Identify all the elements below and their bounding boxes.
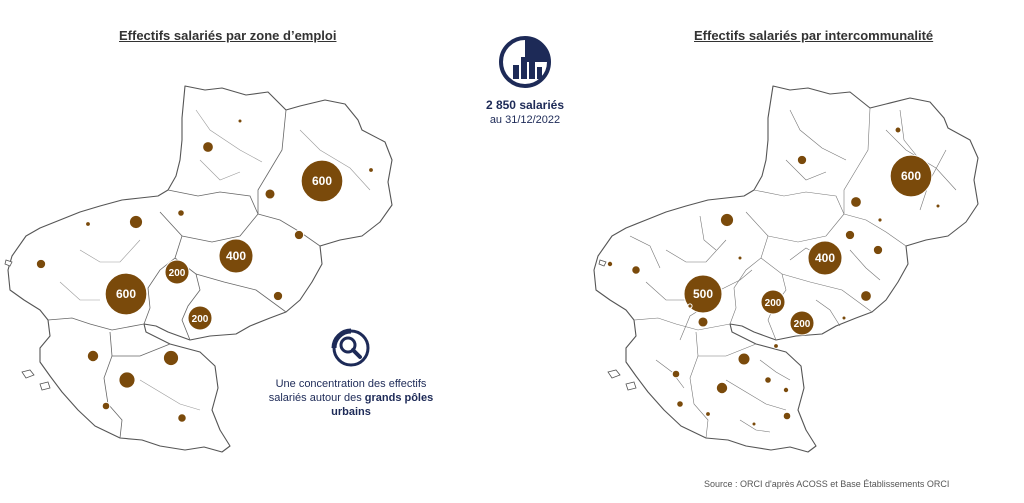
bubble (86, 349, 100, 363)
bubble (737, 352, 751, 366)
bubble (202, 141, 214, 153)
magnifier-circle-icon (331, 328, 370, 367)
coastline-islands (4, 259, 51, 391)
bubble-label: 600 (901, 169, 921, 183)
bubble (272, 290, 284, 302)
bubble (715, 381, 729, 395)
bubble (935, 203, 941, 209)
bubble-label: 200 (192, 314, 209, 325)
bubble (164, 259, 190, 285)
bubble (872, 244, 884, 256)
map-title-left: Effectifs salariés par zone d’emploi (119, 28, 337, 43)
bubble (773, 343, 779, 349)
insight-text-regular: Une concentration des effectifs salariés… (268, 378, 427, 404)
bubble (218, 238, 254, 274)
bubble (187, 305, 213, 331)
bubble (737, 255, 743, 261)
bubble (671, 369, 681, 379)
bubble (293, 229, 305, 241)
region-outline (593, 85, 979, 453)
bubble-label: 400 (226, 249, 246, 263)
bubble (177, 209, 185, 217)
bubble (162, 349, 180, 367)
map-title-right: Effectifs salariés par intercommunalité (694, 28, 934, 43)
insight-text-bold: grands pôles urbains (331, 392, 434, 418)
insight-text: Une concentration des effectifs salariés… (266, 377, 436, 419)
bubble (101, 401, 111, 411)
bubble (764, 376, 772, 384)
bubble (782, 411, 792, 421)
source-note: Source : ORCI d'après ACOSS et Base Étab… (704, 479, 950, 489)
bubble (683, 274, 723, 314)
bubble (877, 217, 883, 223)
bubble (782, 386, 790, 394)
bubble-label: 600 (116, 287, 136, 301)
bubble (631, 265, 641, 275)
bubble (104, 272, 148, 316)
bubble-label: 200 (794, 319, 811, 330)
employment-zone-map: 600 600 400 200 200 (4, 85, 393, 453)
insight-block: Une concentration des effectifs salariés… (266, 328, 436, 419)
bubble (85, 221, 91, 227)
bubble (128, 214, 144, 230)
bubble (889, 154, 933, 198)
reference-date: au 31/12/2022 (489, 114, 561, 126)
bubble (844, 229, 856, 241)
bubble (687, 303, 693, 309)
employment-zone-borders (47, 109, 321, 439)
bar-chart-circle-icon (499, 36, 551, 88)
bubble-layer-left: 600 600 400 200 200 (35, 118, 374, 423)
bubble (697, 316, 709, 328)
intercommunality-map: 600 500 400 200 200 (593, 85, 979, 453)
bubble (35, 258, 47, 270)
bubble (807, 240, 843, 276)
bubble (796, 154, 808, 166)
bubble (705, 411, 711, 417)
bubble (789, 310, 815, 336)
total-employees: 2 850 salariés (485, 98, 565, 112)
bubble-label: 600 (312, 174, 332, 188)
bubble (751, 421, 757, 427)
region-outline (7, 85, 393, 453)
bubble (850, 196, 862, 208)
bubble (894, 126, 902, 134)
coastline-islands (598, 259, 637, 391)
sub-zone-borders (59, 109, 371, 411)
bubble (300, 159, 344, 203)
bubble (237, 118, 243, 124)
bubble (860, 290, 872, 302)
bubble (760, 289, 786, 315)
bubble-label: 400 (815, 251, 835, 265)
bubble (719, 212, 735, 228)
bubble (676, 400, 684, 408)
bubble (841, 315, 847, 321)
bubble-layer-right: 600 500 400 200 200 (606, 126, 941, 427)
bubble (264, 188, 276, 200)
bubble (118, 371, 136, 389)
bubble-label: 500 (693, 287, 713, 301)
bubble (177, 413, 187, 423)
bubble-label: 200 (169, 268, 186, 279)
headline-block: 2 850 salariés au 31/12/2022 (455, 35, 595, 126)
bubble (606, 260, 614, 268)
bubble (368, 167, 374, 173)
bubble-label: 200 (765, 298, 782, 309)
